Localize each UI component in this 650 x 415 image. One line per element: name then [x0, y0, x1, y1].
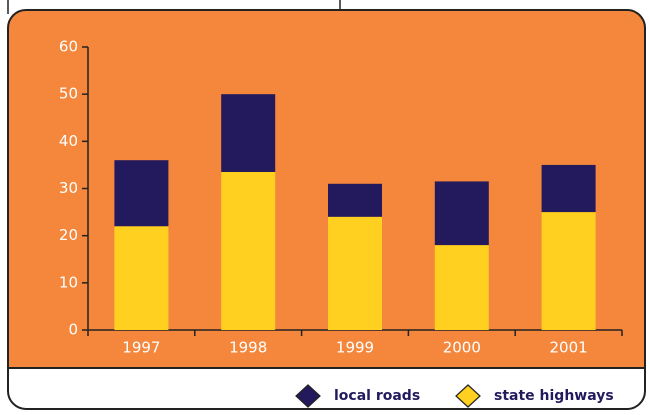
y-tick-label: 20 [59, 226, 78, 244]
bar-segment [434, 181, 489, 246]
y-tick-label: 40 [59, 132, 78, 150]
legend-label: local roads [334, 388, 420, 404]
plot: 0 10 20 30 40 50 60 1997 1998 1999 2000 2001 local r… [59, 38, 623, 408]
bar-segment [434, 245, 489, 330]
x-tick-label: 2000 [443, 339, 481, 357]
y-tick-label: 0 [68, 321, 78, 339]
bar-segment [541, 212, 596, 330]
y-tick-label: 50 [59, 85, 78, 103]
bar-segment [221, 94, 276, 172]
legend-swatch [455, 384, 481, 408]
bar-segment [114, 226, 169, 330]
x-tick-label: 2001 [550, 339, 588, 357]
x-tick-label: 1997 [122, 339, 160, 357]
legend-label: state highways [494, 388, 614, 404]
bar-segment [114, 160, 169, 227]
bar-segment [541, 164, 596, 213]
bar-segment [221, 171, 276, 330]
x-tick-label: 1998 [229, 339, 267, 357]
y-tick-label: 60 [59, 38, 78, 56]
bar-segment [328, 183, 382, 217]
y-tick-label: 30 [59, 179, 78, 197]
legend-swatch [295, 384, 321, 408]
y-tick-label: 10 [59, 273, 78, 291]
bar-segment [328, 216, 382, 330]
x-tick-label: 1999 [336, 339, 374, 357]
panel-border [7, 9, 646, 410]
